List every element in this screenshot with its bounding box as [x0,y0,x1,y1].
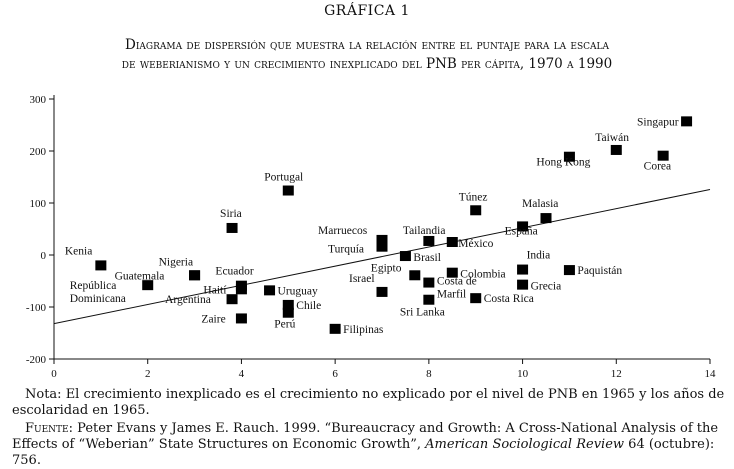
point-label-filipinas: Filipinas [343,324,384,336]
data-point-corea [657,150,669,161]
point-label-haití: Haití [203,284,227,296]
point-label-taiwán: Taiwán [595,132,629,144]
point-label-kenia: Kenia [65,245,92,257]
data-point-malasia [540,213,552,224]
point-label-siria: Siria [220,208,242,220]
trend-line [53,188,711,325]
point-label-grecia: Grecia [531,281,562,293]
y-tick-label: -200 [26,354,47,366]
data-point-filipinas [329,323,341,334]
y-tick-label: 300 [30,94,47,106]
y-tick-label: 0 [41,250,47,262]
data-point-israel [376,286,388,297]
data-point-tailandia [423,235,435,246]
data-point-turquía [376,241,388,252]
point-label-marfil: Marfil [437,289,466,301]
point-label-nigeria: Nigeria [159,256,193,268]
point-label-república: República [70,280,117,292]
point-label-uruguay: Uruguay [278,285,318,297]
point-label-costa-de: Costa de [437,276,477,288]
x-tick-label: 6 [332,368,338,380]
point-label-perú: Perú [274,319,295,331]
x-tick-label: 8 [426,368,432,380]
y-tick-label: 200 [30,146,47,158]
x-tick-label: 10 [517,368,529,380]
point-label-dominicana: Dominicana [70,293,126,305]
data-point-portugal [282,185,294,196]
data-point-uruguay [264,285,276,296]
data-point-españa [517,221,529,232]
data-point-india [517,264,529,275]
data-point-haití [235,284,247,295]
data-point-costa-de-marfil [423,277,435,288]
chart-title-line-1: Diagrama de dispersión que muestra la re… [125,37,609,53]
point-label-túnez: Túnez [459,191,488,203]
chart-note: Nota: El crecimiento inexplicado es el c… [12,387,725,418]
data-point-zaire [235,313,247,324]
point-label-turquía: Turquía [328,244,364,256]
data-point-siria [226,222,238,233]
chart-source: Fuente: Peter Evans y James E. Rauch. 19… [12,421,727,469]
data-point-kenia [95,260,107,271]
source-text: Peter Evans y James E. Rauch. 1999. “Bur… [12,421,719,452]
data-point-argentina [226,294,238,305]
x-tick-label: 0 [51,368,57,380]
source-label: Fuente: [25,421,74,436]
point-label-sri-lanka: Sri Lanka [400,307,445,319]
data-point-singapur [681,116,693,127]
data-point-perú [282,307,294,318]
point-label-argentina: Argentina [165,294,211,306]
data-point-costa-rica [470,293,482,304]
data-point-paquistán [563,265,575,276]
source-journal: American Sociological Review [425,437,625,452]
figure-label: GRÁFICA 1 [324,3,410,19]
data-point-túnez [470,205,482,216]
data-point-taiwán [610,144,622,155]
point-label-marruecos: Marruecos [318,225,368,237]
data-point-grecia [517,279,529,290]
point-label-méxico: México [458,238,493,250]
point-label-españa: España [505,225,538,237]
point-label-tailandia: Tailandia [403,225,446,237]
point-label-costa-rica: Costa Rica [484,293,534,305]
data-point-egipto [409,270,421,281]
data-point-guatemala [189,270,201,281]
data-point-colombia [446,267,458,278]
x-tick-label: 14 [705,368,717,380]
x-tick-label: 4 [239,368,245,380]
point-label-zaire: Zaire [201,313,225,325]
x-tick-label: 12 [611,368,622,380]
data-point-chile [282,299,294,310]
point-label-brasil: Brasil [413,252,440,264]
data-point-brasil [399,251,411,262]
point-label-portugal: Portugal [264,172,303,184]
point-label-singapur: Singapur [637,116,679,128]
point-label-ecuador: Ecuador [215,266,253,278]
data-point-marruecos [376,234,388,245]
chart-title-line-2: de weberianismo y un crecimiento inexpli… [121,56,613,72]
data-point-hong-kong [563,151,575,162]
point-label-chile: Chile [296,300,321,312]
data-point-sri-lanka [423,294,435,305]
point-label-hong-kong: Hong Kong [536,157,590,169]
point-label-guatemala: Guatemala [115,270,165,282]
point-label-colombia: Colombia [460,269,505,281]
point-label-egipto: Egipto [371,262,402,274]
point-label-corea: Corea [644,161,671,173]
point-label-israel: Israel [349,273,375,285]
point-label-malasia: Malasia [522,198,558,210]
data-point-república-dominicana [142,280,154,291]
point-label-paquistán: Paquistán [577,265,622,277]
y-tick-label: -100 [26,302,47,314]
data-point-méxico [446,237,458,247]
point-label-india: India [527,250,551,262]
x-tick-label: 2 [145,368,151,380]
y-tick-label: 100 [30,198,47,210]
